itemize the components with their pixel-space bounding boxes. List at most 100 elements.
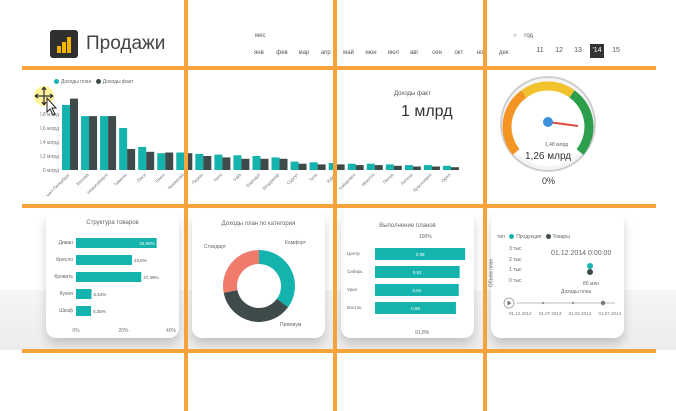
income-bar	[442, 165, 451, 170]
x-tick-label: Орёл	[440, 172, 452, 184]
income-bar	[127, 149, 136, 170]
month-item[interactable]: авг	[409, 50, 419, 56]
month-item[interactable]: май	[343, 50, 354, 56]
data-label: 33,96%	[139, 241, 154, 246]
timeline-play-axis[interactable]	[503, 296, 618, 310]
income-bar	[279, 158, 288, 170]
structure-bar	[76, 238, 157, 248]
plan-bar-chart[interactable]: Центр 0,98 Сибирь 0,92 Урал 0,91 Восток 0,88	[341, 240, 474, 320]
gauge-target-label: 1,48 млрд	[545, 142, 569, 148]
income-bar	[195, 153, 204, 170]
income-bar	[431, 166, 440, 170]
month-item[interactable]: сен	[432, 50, 442, 56]
income-bar	[336, 164, 345, 170]
income-bar	[184, 153, 193, 170]
month-item[interactable]: ноя	[476, 50, 487, 56]
income-bar	[412, 166, 421, 170]
month-item[interactable]: окт	[454, 50, 464, 56]
y-tick-label: 0,2 млрд	[40, 154, 59, 160]
income-bar	[393, 165, 402, 170]
donut-card-title: Доходы план по категория	[221, 221, 296, 227]
category-donut-chart[interactable]: Стандарт Комфорт Премиум	[192, 230, 325, 338]
timeline-handle[interactable]	[600, 300, 606, 306]
income-bar-chart[interactable]: 0,8 млрд 0,6 млрд 0,4 млрд 0,2 млрд 0 млрдСа…	[40, 88, 470, 196]
data-label: 6,35%	[93, 309, 106, 314]
scatter-date: 01.12.2014 0:00:00	[551, 250, 612, 257]
x-tick-label: Красноярск	[412, 172, 433, 193]
scatter-card[interactable]: тип Продукция Товары 01.12.2014 0:00:00 …	[488, 212, 624, 338]
income-bar	[70, 98, 78, 170]
month-item[interactable]: июн	[365, 50, 377, 56]
income-bar	[404, 165, 413, 170]
month-item[interactable]: фев	[276, 50, 288, 56]
category-label: Шкаф	[59, 308, 73, 314]
income-bar	[81, 116, 90, 170]
income-bar	[62, 104, 70, 170]
x-tick-label: Омск	[136, 172, 147, 183]
x-tick-label: Тюмень	[113, 172, 129, 188]
grid-line-horizontal	[22, 349, 656, 353]
donut-slice	[223, 250, 259, 293]
x-tick-label: Москва	[75, 172, 90, 187]
scatter-y-axis-label: Объем план	[488, 258, 495, 288]
donut-label: Премиум	[280, 322, 302, 328]
legend-goods-icon	[545, 234, 551, 240]
income-bar	[298, 163, 307, 170]
year-radio-icon[interactable]: ○	[513, 33, 517, 39]
income-bar	[165, 152, 174, 170]
income-bar	[355, 165, 364, 170]
x-tick-label: Пенза	[382, 172, 395, 185]
y-tick-label: 0,6 млрд	[40, 126, 59, 132]
x-tick-label: Тула	[308, 172, 319, 183]
category-donut-card[interactable]: Доходы план по категория Стандарт Комфорт…	[192, 212, 325, 338]
structure-card[interactable]: Структура товаров Диван 33,96% Кресло 23,6%…	[46, 212, 179, 338]
logo-bar-icon	[57, 46, 61, 53]
month-item[interactable]: дек	[499, 50, 509, 56]
plan-bar	[375, 302, 456, 314]
category-label: Диван	[59, 240, 74, 246]
gauge-value: 1,26 млрд	[525, 151, 572, 162]
month-item[interactable]: июл	[387, 50, 399, 56]
structure-bar	[76, 289, 92, 299]
year-item[interactable]: 13	[574, 47, 582, 54]
donut-slice	[223, 290, 289, 322]
income-bar	[233, 155, 242, 170]
plan-bar	[375, 266, 460, 278]
logo-bar-icon	[67, 37, 71, 53]
plan-execution-card[interactable]: Выполнение планов 100% Центр 0,98 Сибирь 0,…	[341, 212, 474, 338]
month-item[interactable]: мар	[298, 50, 310, 56]
data-label: 6,54%	[94, 292, 107, 297]
x-tick-label: Санкт-Петербург	[42, 172, 71, 196]
year-item[interactable]: 11	[536, 47, 544, 54]
income-bar	[317, 164, 326, 170]
x-tick-label: 0%	[72, 328, 80, 334]
income-bar	[89, 116, 98, 170]
income-bar	[252, 156, 261, 170]
data-label: 0,88	[411, 306, 420, 311]
donut-label: Стандарт	[204, 244, 227, 250]
year-item[interactable]: 15	[612, 47, 620, 54]
plan-card-title: Выполнение планов	[379, 223, 436, 229]
app-title: Продажи	[86, 33, 166, 54]
income-bar	[119, 128, 128, 170]
plan-bottom-label: 91,8%	[415, 330, 430, 336]
month-item[interactable]: янв	[254, 50, 264, 56]
scatter-plot[interactable]	[527, 244, 617, 288]
x-tick-label: Липецк	[399, 172, 413, 186]
data-label: 0,92	[413, 270, 422, 275]
income-bar	[176, 152, 185, 170]
month-slicer-label: мес	[255, 33, 266, 39]
income-legend: Доходы план Доходы факт	[54, 79, 133, 85]
structure-bar-chart[interactable]: Диван 33,96% Кресло 23,6% Кровать 27,49% Кухня…	[46, 230, 179, 338]
month-item[interactable]: апр	[320, 50, 331, 56]
data-label: 0,91	[412, 288, 421, 293]
income-gauge[interactable]	[498, 74, 598, 174]
year-item[interactable]: '14	[590, 44, 604, 58]
category-label: Кресло	[56, 257, 73, 263]
income-bar	[347, 163, 356, 170]
income-bar	[203, 156, 212, 170]
year-item[interactable]: 12	[555, 47, 563, 54]
income-bar	[374, 165, 383, 170]
data-label: 0,98	[416, 252, 425, 257]
income-bar	[157, 153, 166, 170]
